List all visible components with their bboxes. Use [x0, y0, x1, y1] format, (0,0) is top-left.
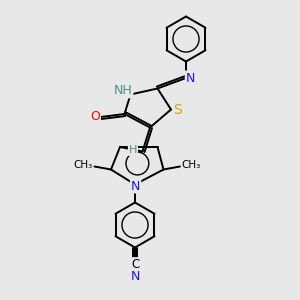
Text: O: O	[90, 110, 100, 124]
Text: H: H	[129, 145, 137, 155]
Text: N: N	[130, 270, 140, 284]
Text: C: C	[131, 258, 139, 271]
Text: NH: NH	[114, 84, 132, 98]
Text: N: N	[186, 71, 195, 85]
Text: S: S	[173, 103, 182, 116]
Text: CH₃: CH₃	[182, 160, 201, 170]
Text: CH₃: CH₃	[74, 160, 93, 170]
Text: N: N	[131, 179, 140, 193]
